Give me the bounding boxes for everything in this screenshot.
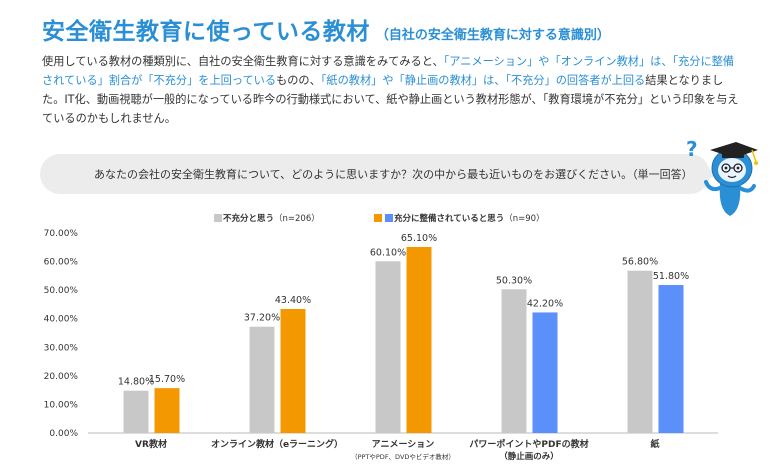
- y-tick-label: 70.00%: [44, 229, 79, 239]
- bar-insufficient: [375, 261, 401, 433]
- data-label: 43.40%: [275, 295, 311, 306]
- intro-highlight-1: 「アニメーション」や「オンライン教材」は、「充分に整備されている」割合が「不充分…: [42, 55, 735, 87]
- y-tick-label: 20.00%: [44, 372, 79, 382]
- title-main: 安全衛生教育に使っている教材: [42, 19, 370, 45]
- data-label: 42.20%: [527, 298, 563, 309]
- x-category-label: パワーポイントやPDFの教材: [469, 438, 588, 450]
- question-text: あなたの会社の安全衛生教育について、どのように思いますか？次の中から最も近いもの…: [94, 168, 693, 181]
- legend-label-insufficient: 不充分と思う: [223, 214, 275, 224]
- intro-text-3: 結果となりました。IT化、動画視聴が一般的になっている昨今の行動様式において、紙…: [42, 74, 739, 125]
- x-category-sublabel: （静止画のみ）: [499, 451, 559, 462]
- legend-n-insufficient: （n=206）: [274, 214, 320, 224]
- y-tick-label: 60.00%: [44, 258, 79, 268]
- x-category-sublabel: （PPTやPDF、DVDやビデオ教材）: [351, 452, 455, 461]
- data-label: 37.20%: [244, 313, 280, 324]
- page-title: 安全衛生教育に使っている教材 （自社の安全衛生教育に対する意識別）: [42, 12, 610, 46]
- intro-text-1: 使用している教材の種類別に、自社の安全衛生教育に対する意識をみてみると、: [42, 55, 444, 68]
- intro-highlight-2: 「紙の教材」や「静止画の教材」は、「不充分」の回答者が上回る: [320, 74, 646, 87]
- question-mascot-icon: ?: [686, 137, 758, 216]
- y-tick-label: 30.00%: [44, 343, 79, 353]
- intro-text-2: ものの、: [276, 74, 321, 87]
- data-label: 56.80%: [622, 257, 658, 268]
- title-subtitle: （自社の安全衛生教育に対する意識別）: [375, 28, 610, 43]
- legend-n-sufficient: （n=90）: [504, 214, 545, 224]
- bar-sufficient: [532, 312, 558, 433]
- legend-swatch-orange: [374, 214, 382, 222]
- y-tick-label: 50.00%: [44, 286, 79, 296]
- bar-insufficient: [249, 326, 275, 433]
- data-label: 51.80%: [653, 271, 689, 282]
- bar-sufficient: [406, 247, 432, 433]
- bar-insufficient: [627, 270, 653, 433]
- y-tick-label: 10.00%: [44, 400, 79, 410]
- bar-insufficient: [501, 289, 527, 433]
- data-label: 65.10%: [401, 233, 437, 244]
- x-category-label: VR教材: [135, 438, 167, 450]
- bar-sufficient: [154, 388, 180, 433]
- y-tick-label: 40.00%: [44, 315, 79, 325]
- data-label: 15.70%: [149, 374, 185, 385]
- intro-paragraph: 使用している教材の種類別に、自社の安全衛生教育に対する意識をみてみると、「アニメ…: [42, 52, 742, 128]
- question-mark-icon: ?: [686, 137, 698, 161]
- bar-sufficient: [280, 309, 306, 433]
- data-label: 50.30%: [496, 275, 532, 286]
- data-label: 14.80%: [118, 377, 154, 388]
- legend-label-sufficient: 充分に整備されていると思う: [394, 214, 505, 224]
- x-category-label: 紙: [650, 438, 659, 450]
- bar-insufficient: [123, 390, 149, 433]
- bar-sufficient: [658, 285, 684, 433]
- x-category-label: アニメーション: [372, 439, 435, 450]
- question-bubble: あなたの会社の安全衛生教育について、どのように思いますか？次の中から最も近いもの…: [40, 154, 710, 194]
- y-tick-label: 0.00%: [49, 429, 78, 439]
- legend-item-insufficient: 不充分と思う（n=206）: [214, 212, 320, 224]
- data-label: 60.10%: [370, 247, 406, 258]
- legend-swatch-blue: [385, 214, 393, 222]
- legend-swatch-gray: [214, 214, 222, 222]
- legend-item-sufficient: 充分に整備されていると思う（n=90）: [374, 212, 545, 224]
- x-category-label: オンライン教材（eラーニング）: [211, 438, 343, 450]
